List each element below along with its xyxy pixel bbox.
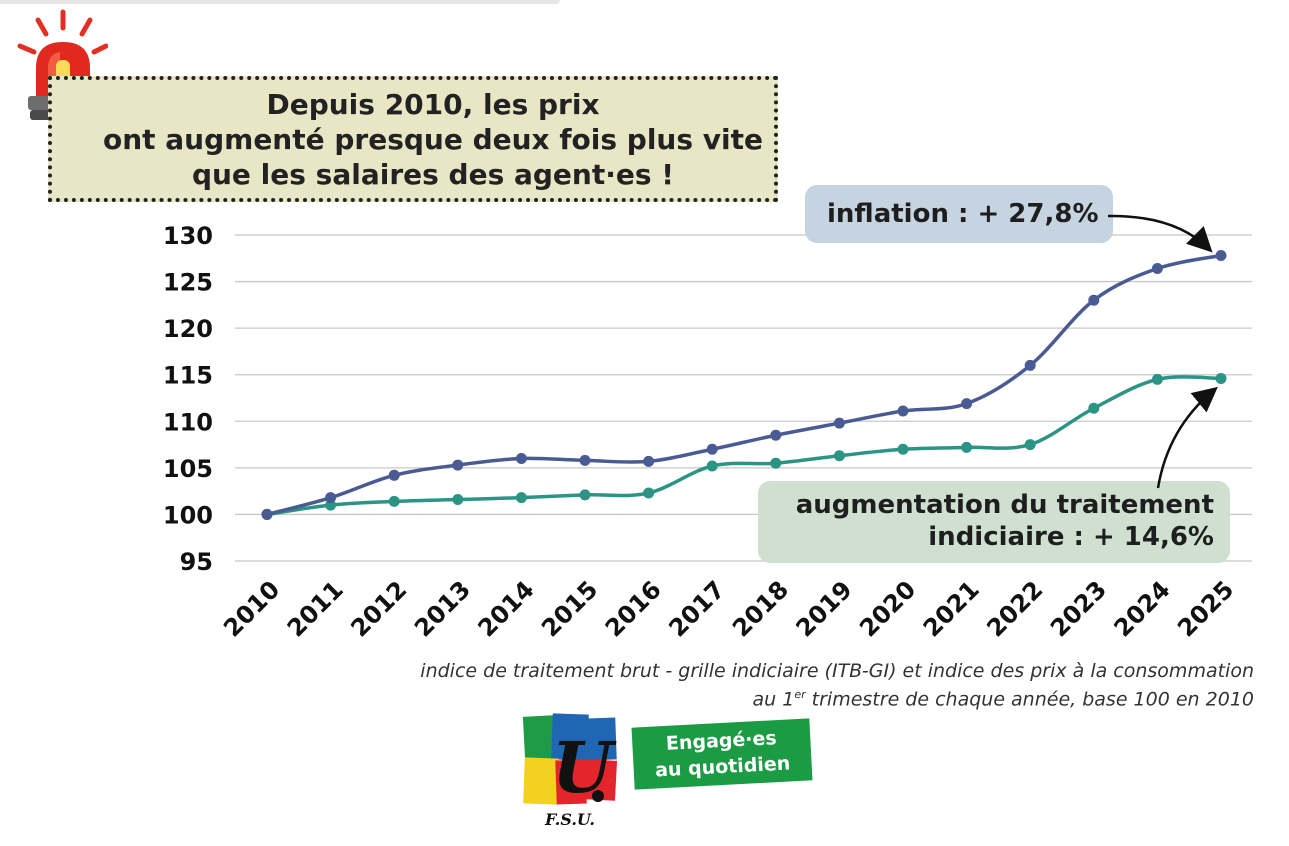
y-tick-label: 115 (163, 362, 213, 390)
salary-arrow (1156, 386, 1218, 489)
y-tick-label: 95 (180, 548, 213, 576)
salary-point (515, 492, 527, 504)
salary-point (1024, 439, 1036, 451)
inflation-point (452, 459, 464, 471)
inflation-series-line (266, 253, 1222, 517)
inflation-point (643, 455, 655, 467)
fsu-logo-icon: U (522, 713, 618, 809)
salary-point (452, 494, 464, 506)
salary-point (1151, 373, 1163, 385)
inflation-point (770, 429, 782, 441)
salary-annotation-line-1: augmentation du traitement (795, 490, 1214, 520)
y-tick-label: 110 (163, 408, 213, 436)
salary-point (1215, 372, 1227, 384)
inflation-annotation-text: inflation : + 27,8% (827, 199, 1099, 229)
salary-point (1088, 402, 1100, 414)
inflation-point (1024, 359, 1036, 371)
headline-line-2: ont augmenté presque deux fois plus vite (102, 122, 764, 156)
headline-line-1: Depuis 2010, les prix (266, 87, 600, 121)
salary-series-line (266, 375, 1222, 517)
inflation-point (325, 492, 337, 504)
salary-point (833, 450, 845, 462)
source-line-2: au 1er trimestre de chaque année, base 1… (752, 688, 1255, 711)
y-tick-label: 100 (163, 501, 213, 529)
salary-point (897, 443, 909, 455)
inflation-point (706, 443, 718, 455)
salary-point (706, 460, 718, 472)
salary-point (961, 441, 973, 453)
salary-point (770, 457, 782, 469)
salary-annotation: augmentation du traitement indiciaire : … (758, 481, 1230, 563)
salary-annotation-line-2: indiciaire : + 14,6% (928, 522, 1214, 552)
salary-point (388, 495, 400, 507)
inflation-point (515, 453, 527, 465)
headline-line-3: que les salaires des agent·es ! (191, 157, 675, 191)
fsu-logo-text: F.S.U. (545, 810, 595, 829)
y-tick-label: 105 (163, 455, 213, 483)
y-tick-label: 120 (163, 315, 213, 343)
y-tick-label: 130 (163, 222, 213, 250)
inflation-annotation: inflation : + 27,8% (805, 185, 1113, 243)
inflation-point (261, 508, 273, 520)
inflation-point (961, 398, 973, 410)
salary-point (643, 487, 655, 499)
inflation-arrow (1107, 214, 1213, 253)
svg-text:U: U (552, 726, 617, 809)
headline-box: Depuis 2010, les prix ont augmenté presq… (48, 76, 778, 202)
inflation-point (1215, 249, 1227, 261)
inflation-point (579, 454, 591, 466)
inflation-point (388, 469, 400, 481)
inflation-point (1151, 263, 1163, 275)
inflation-point (897, 405, 909, 417)
inflation-point (1088, 294, 1100, 306)
tagline-badge: Engagé·es au quotidien (631, 718, 813, 790)
y-tick-label: 125 (163, 269, 213, 297)
source-line-1: indice de traitement brut - grille indic… (420, 660, 1254, 682)
top-edge-bar (0, 0, 560, 4)
inflation-point (833, 417, 845, 429)
source-note: indice de traitement brut - grille indic… (254, 660, 1254, 711)
salary-point (579, 489, 591, 501)
